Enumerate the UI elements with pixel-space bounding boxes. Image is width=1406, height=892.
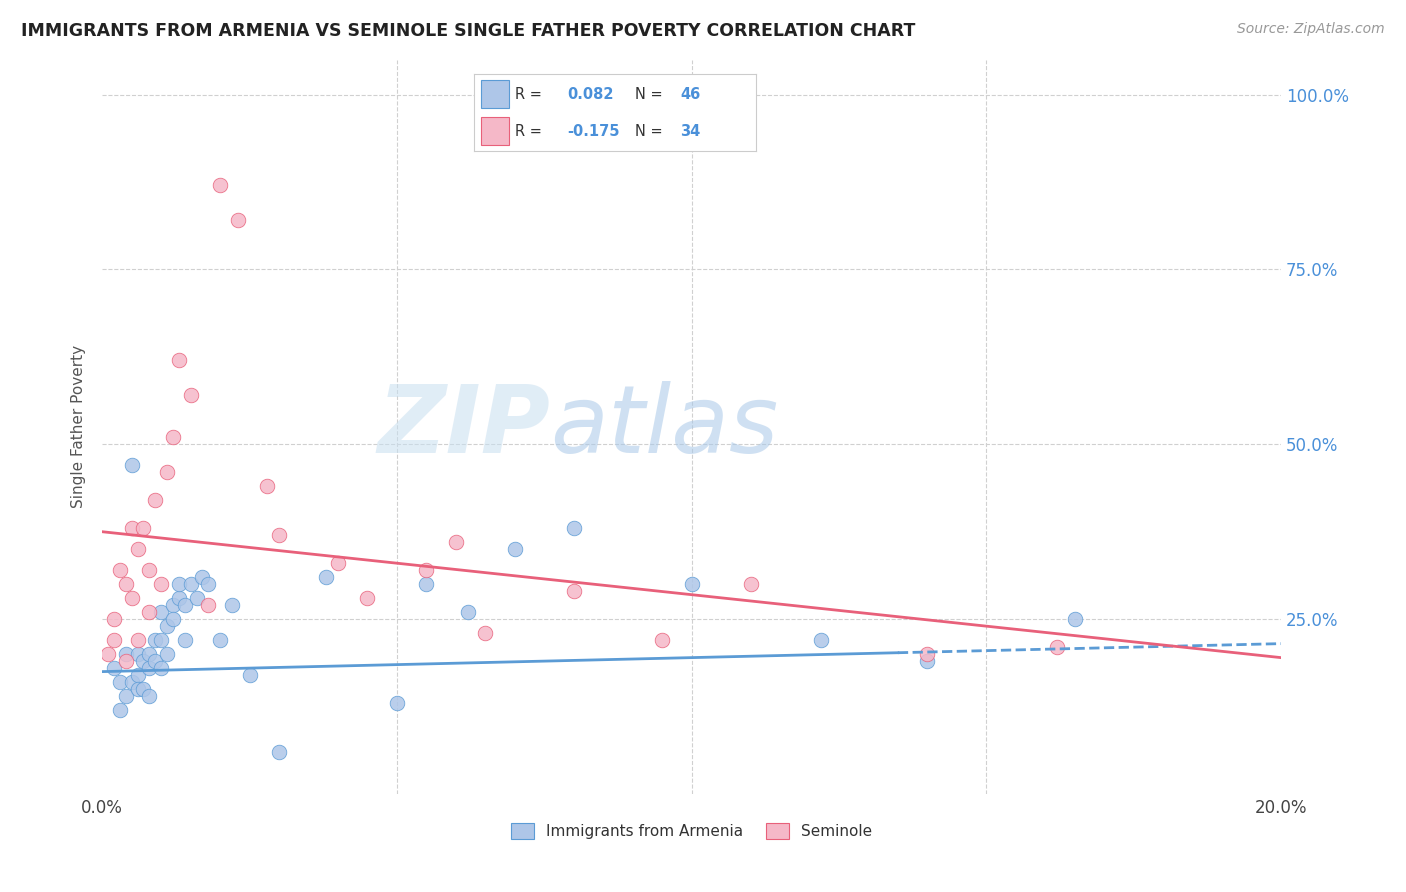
Point <box>209 633 232 648</box>
Point <box>127 668 149 682</box>
Point <box>1063 612 1085 626</box>
Point <box>562 584 585 599</box>
Point <box>143 493 166 508</box>
Point <box>108 675 131 690</box>
Point <box>121 675 143 690</box>
Point <box>150 605 173 619</box>
Point <box>114 647 136 661</box>
Point <box>917 654 939 668</box>
Point <box>138 689 160 703</box>
Point <box>197 598 219 612</box>
Point <box>156 465 179 479</box>
Text: atlas: atlas <box>550 381 779 472</box>
Point <box>150 661 173 675</box>
Point <box>138 605 160 619</box>
Point <box>186 591 208 606</box>
Point <box>167 353 190 368</box>
Point <box>503 542 526 557</box>
Point <box>191 570 214 584</box>
Point <box>103 612 125 626</box>
Point <box>132 654 155 668</box>
Point <box>121 521 143 535</box>
Point <box>108 703 131 717</box>
Point <box>197 577 219 591</box>
Point <box>810 633 832 648</box>
Point <box>103 633 125 648</box>
Point <box>651 633 673 648</box>
Point <box>127 647 149 661</box>
Point <box>143 633 166 648</box>
Point <box>681 577 703 591</box>
Text: ZIP: ZIP <box>377 381 550 473</box>
Point <box>238 668 260 682</box>
Point <box>132 682 155 697</box>
Point <box>127 682 149 697</box>
Point <box>121 591 143 606</box>
Point <box>103 661 125 675</box>
Point <box>209 178 232 193</box>
Point <box>156 647 179 661</box>
Point <box>173 598 195 612</box>
Text: Source: ZipAtlas.com: Source: ZipAtlas.com <box>1237 22 1385 37</box>
Point <box>138 563 160 577</box>
Point <box>740 577 762 591</box>
Y-axis label: Single Father Poverty: Single Father Poverty <box>72 345 86 508</box>
Point <box>150 577 173 591</box>
Point <box>385 696 408 710</box>
Point <box>256 479 278 493</box>
Point <box>315 570 337 584</box>
Point <box>167 591 190 606</box>
Point <box>356 591 378 606</box>
Point <box>150 633 173 648</box>
Point <box>167 577 190 591</box>
Text: IMMIGRANTS FROM ARMENIA VS SEMINOLE SINGLE FATHER POVERTY CORRELATION CHART: IMMIGRANTS FROM ARMENIA VS SEMINOLE SING… <box>21 22 915 40</box>
Point <box>143 654 166 668</box>
Point <box>917 647 939 661</box>
Point <box>114 577 136 591</box>
Point <box>226 213 249 227</box>
Point <box>173 633 195 648</box>
Point <box>162 598 184 612</box>
Point <box>474 626 496 640</box>
Point <box>114 689 136 703</box>
Point <box>180 577 202 591</box>
Point <box>180 388 202 402</box>
Point <box>156 619 179 633</box>
Point <box>415 577 437 591</box>
Legend: Immigrants from Armenia, Seminole: Immigrants from Armenia, Seminole <box>505 817 879 845</box>
Point <box>415 563 437 577</box>
Point <box>457 605 479 619</box>
Point <box>114 654 136 668</box>
Point <box>132 521 155 535</box>
Point <box>108 563 131 577</box>
Point <box>1046 640 1069 654</box>
Point <box>138 647 160 661</box>
Point <box>444 535 467 549</box>
Point <box>326 556 349 570</box>
Point <box>121 458 143 473</box>
Point <box>221 598 243 612</box>
Point <box>562 521 585 535</box>
Point <box>127 542 149 557</box>
Point <box>127 633 149 648</box>
Point <box>162 430 184 444</box>
Point <box>162 612 184 626</box>
Point <box>267 528 290 542</box>
Point <box>138 661 160 675</box>
Point <box>97 647 120 661</box>
Point <box>267 745 290 759</box>
